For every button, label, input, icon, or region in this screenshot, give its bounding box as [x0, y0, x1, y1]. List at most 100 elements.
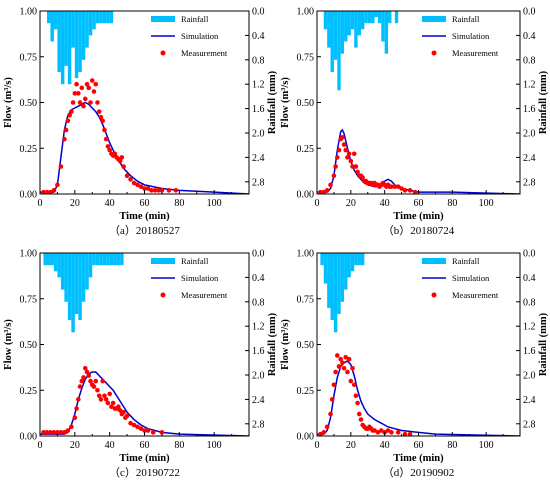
measurement-point [355, 169, 360, 175]
rainfall-bar [357, 253, 361, 266]
y2-tick-label: 1.2 [252, 322, 265, 333]
y-axis-right: 0.0 0.4 0.8 1.2 1.6 2.0 2.4 2.8 Rainfall (mm) [245, 7, 278, 188]
panel-caption: （d）20190902 [383, 466, 455, 479]
measurement-point [72, 91, 78, 96]
legend-rainfall-swatch [151, 16, 175, 22]
rainfall-bar [64, 11, 68, 66]
measurement-point [156, 188, 161, 193]
measurement-point [74, 406, 79, 411]
y-axis-label-right: Rainfall (mm) [538, 312, 549, 376]
rainfall-bar [330, 11, 334, 72]
measurement-point [107, 147, 112, 153]
x-tick-label: 20 [346, 440, 356, 451]
measurement-point [355, 400, 360, 406]
x-tick-label: 40 [105, 440, 115, 451]
y-axis-label-left: Flow (m³/s) [280, 77, 291, 128]
legend-simulation-label: Simulation [452, 273, 490, 283]
legend-rainfall-label: Rainfall [181, 14, 209, 24]
measurement-point [402, 431, 408, 436]
measurement-point [142, 186, 147, 191]
measurement-point [62, 430, 67, 435]
legend-rainfall-label: Rainfall [452, 14, 480, 24]
x-axis: 0 20 40 60 80 100 Time (min) [315, 432, 504, 464]
simulation-line [317, 360, 520, 436]
rainfall-bar [64, 253, 68, 302]
measurement-point [333, 164, 338, 169]
legend-simulation-label: Simulation [452, 31, 490, 41]
measurement-points [41, 78, 179, 194]
measurement-point [105, 400, 111, 406]
measurement-point [128, 420, 133, 426]
x-tick-label: 100 [479, 198, 494, 209]
y-tick-label: 0.25 [297, 386, 315, 397]
y-tick-label: 1.00 [297, 249, 315, 260]
measurement-point [65, 428, 71, 433]
rainfall-bar [71, 11, 75, 48]
y2-tick-label: 0.4 [252, 273, 265, 284]
measurement-point [95, 100, 100, 105]
y2-tick-label: 2.4 [523, 153, 536, 164]
legend-simulation-label: Simulation [181, 273, 219, 283]
rainfall-bar [371, 11, 375, 24]
measurement-points [41, 365, 165, 435]
measurement-point [348, 378, 354, 384]
measurement-point [76, 91, 81, 96]
legend-measurement-swatch [160, 50, 166, 56]
y-axis-label-left: Flow (m³/s) [280, 319, 291, 370]
rainfall-bar [330, 253, 334, 321]
measurement-point [91, 384, 97, 389]
y2-tick-label: 2.0 [252, 129, 265, 140]
measurement-point [81, 103, 86, 109]
measurement-point [77, 100, 83, 105]
y-axis-right: 0.0 0.4 0.8 1.2 1.6 2.0 2.4 2.8 Rainfall (mm) [516, 249, 549, 430]
y2-tick-label: 0.0 [523, 249, 536, 260]
measurement-point [348, 158, 354, 164]
legend-rainfall-label: Rainfall [181, 256, 209, 266]
rainfall-bar [323, 11, 328, 30]
measurement-point [98, 397, 104, 402]
x-tick-label: 40 [380, 198, 390, 209]
legend-measurement-swatch [431, 292, 437, 298]
x-tick-label: 0 [315, 440, 320, 451]
measurement-point [389, 430, 394, 435]
rainfall-bar [92, 253, 96, 266]
rainfall-bar [340, 253, 345, 302]
legend: Rainfall Simulation Measurement [151, 14, 228, 58]
rainfall-bar [74, 253, 79, 314]
y-tick-label: 0.25 [297, 144, 315, 155]
rainfall-bar [74, 11, 79, 79]
rainfall-bar [99, 11, 103, 24]
measurement-point [324, 188, 330, 193]
rainfall-bar [46, 11, 51, 24]
y2-tick-label: 0.8 [252, 55, 265, 66]
y2-tick-label: 0.4 [252, 31, 265, 42]
rainfall-bar [60, 11, 65, 85]
measurement-point [353, 164, 359, 169]
y2-tick-label: 2.0 [523, 371, 536, 382]
measurement-point [124, 413, 130, 419]
y2-tick-label: 0.4 [523, 273, 536, 284]
measurement-point [116, 404, 121, 410]
measurement-point [329, 397, 335, 402]
x-tick-label: 60 [140, 198, 150, 209]
measurement-point [149, 188, 154, 193]
rainfall-bar [109, 11, 114, 24]
x-tick-label: 80 [174, 440, 184, 451]
legend: Rainfall Simulation Measurement [422, 256, 499, 300]
measurement-point [331, 173, 337, 178]
rainfall-bar [347, 253, 351, 278]
rainfall-bar [337, 11, 341, 91]
y-tick-label: 0.50 [20, 98, 38, 109]
measurement-point [69, 109, 74, 114]
measurement-point [121, 164, 126, 169]
measurement-point [345, 369, 350, 375]
measurement-point [51, 188, 57, 193]
rainfall-bar [120, 253, 124, 266]
panel-caption: （c）20190722 [109, 466, 180, 479]
measurement-point [399, 186, 404, 191]
x-tick-label: 100 [207, 198, 222, 209]
measurement-point [41, 189, 46, 194]
y-tick-label: 0.25 [20, 386, 38, 397]
y2-tick-label: 1.2 [523, 80, 536, 91]
measurement-point [341, 142, 347, 147]
